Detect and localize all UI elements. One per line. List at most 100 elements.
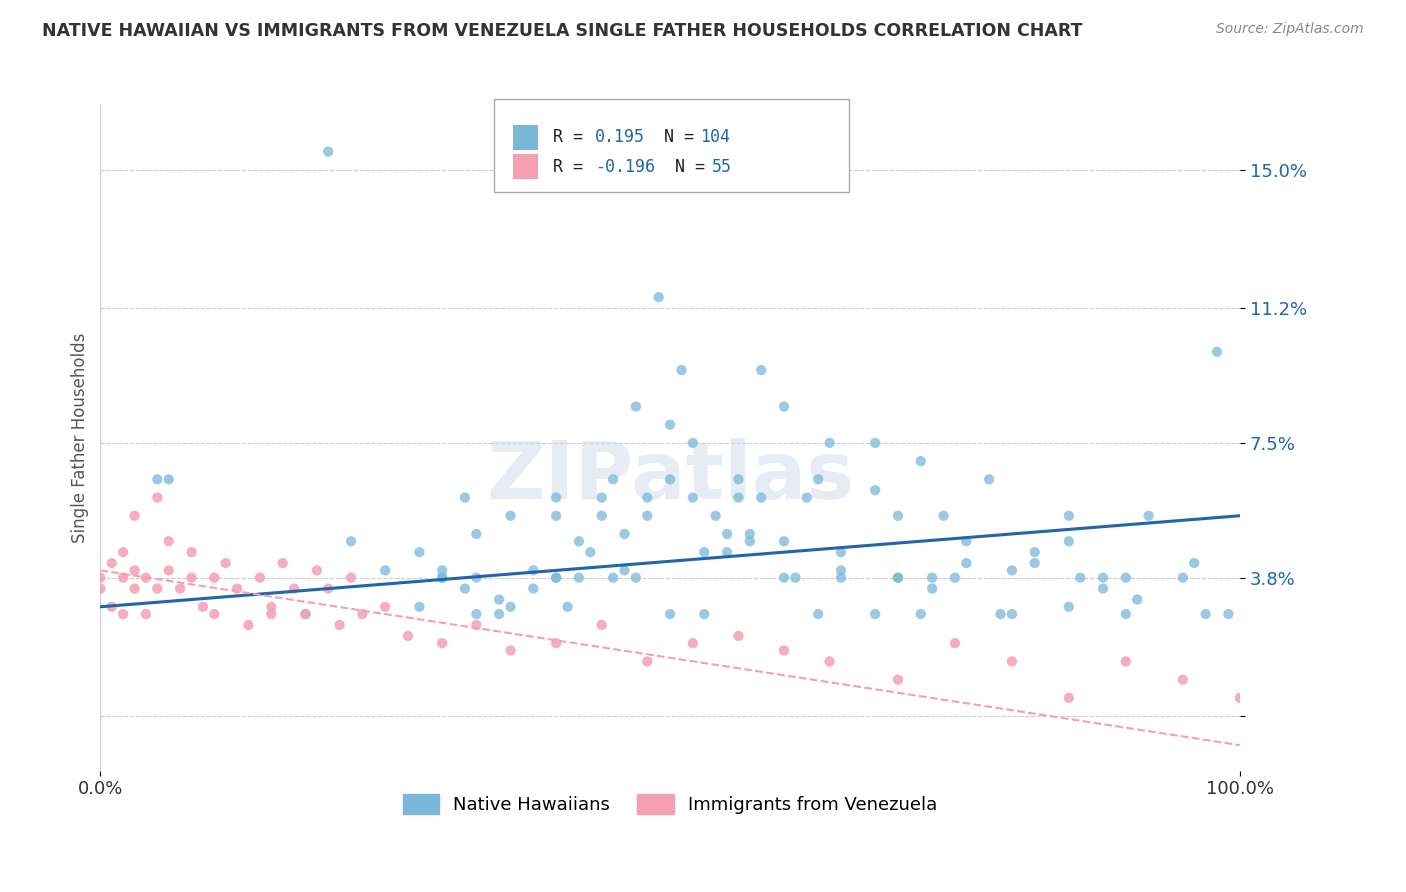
Point <box>863 607 886 621</box>
Point <box>202 571 225 585</box>
Point <box>396 629 419 643</box>
Point <box>546 571 568 585</box>
Point <box>943 636 966 650</box>
Point <box>1194 607 1216 621</box>
Point <box>522 582 544 596</box>
Point <box>546 508 568 523</box>
Text: R =: R = <box>553 128 592 146</box>
Point <box>773 534 796 549</box>
Point <box>818 436 841 450</box>
Point <box>693 545 716 559</box>
Point <box>352 607 374 621</box>
Point <box>1057 534 1080 549</box>
Point <box>1171 571 1194 585</box>
Point <box>818 655 841 669</box>
Point <box>910 607 932 621</box>
Point <box>124 508 146 523</box>
Point <box>887 673 910 687</box>
Point <box>191 599 214 614</box>
Point <box>1115 655 1137 669</box>
Point <box>568 571 591 585</box>
Point <box>591 491 613 505</box>
Point <box>294 607 316 621</box>
Point <box>430 636 453 650</box>
Point <box>546 491 568 505</box>
Point <box>340 534 363 549</box>
Point <box>112 607 135 621</box>
Point <box>727 491 749 505</box>
Point <box>238 618 260 632</box>
Point <box>430 563 453 577</box>
Point <box>943 571 966 585</box>
Point <box>932 508 955 523</box>
Point <box>921 571 943 585</box>
Point <box>557 599 579 614</box>
Text: 104: 104 <box>700 128 730 146</box>
Point <box>100 556 122 570</box>
Point <box>408 599 430 614</box>
Point <box>430 571 453 585</box>
Text: N =: N = <box>644 128 704 146</box>
Point <box>180 545 202 559</box>
Point <box>146 582 169 596</box>
Point <box>671 363 693 377</box>
Point <box>135 571 157 585</box>
Point <box>329 618 352 632</box>
Point <box>749 363 772 377</box>
Point <box>727 472 749 486</box>
Point <box>465 618 488 632</box>
Point <box>465 607 488 621</box>
Point <box>305 563 328 577</box>
Point <box>921 582 943 596</box>
Point <box>1069 571 1091 585</box>
Point <box>955 556 977 570</box>
Point <box>727 629 749 643</box>
Point <box>112 545 135 559</box>
Point <box>613 563 636 577</box>
Point <box>682 491 704 505</box>
Text: NATIVE HAWAIIAN VS IMMIGRANTS FROM VENEZUELA SINGLE FATHER HOUSEHOLDS CORRELATIO: NATIVE HAWAIIAN VS IMMIGRANTS FROM VENEZ… <box>42 22 1083 40</box>
Point <box>863 483 886 498</box>
Point <box>157 534 180 549</box>
Point <box>488 607 510 621</box>
Point <box>499 508 522 523</box>
Text: 0.195: 0.195 <box>595 128 645 146</box>
Point <box>1001 563 1024 577</box>
Point <box>1001 607 1024 621</box>
Text: R =: R = <box>553 158 592 176</box>
Point <box>499 599 522 614</box>
Point <box>546 636 568 650</box>
Point <box>488 592 510 607</box>
Point <box>716 545 738 559</box>
Point <box>773 571 796 585</box>
Point <box>1115 607 1137 621</box>
Point <box>465 571 488 585</box>
Point <box>100 599 122 614</box>
Point <box>135 607 157 621</box>
Text: 55: 55 <box>711 158 731 176</box>
Point <box>591 508 613 523</box>
Point <box>294 607 316 621</box>
Point <box>624 400 647 414</box>
Point <box>454 582 477 596</box>
Point <box>910 454 932 468</box>
Point <box>316 145 339 159</box>
Point <box>546 571 568 585</box>
Point <box>271 556 294 570</box>
Point <box>568 534 591 549</box>
Point <box>887 571 910 585</box>
Point <box>1137 508 1160 523</box>
Point <box>1229 690 1251 705</box>
Point <box>1024 556 1046 570</box>
Point <box>602 571 624 585</box>
Point <box>602 472 624 486</box>
Point <box>1001 655 1024 669</box>
Point <box>1057 599 1080 614</box>
Point <box>1092 582 1115 596</box>
Point <box>773 643 796 657</box>
Point <box>374 599 396 614</box>
Point <box>659 472 682 486</box>
Point <box>202 607 225 621</box>
Point <box>1206 344 1229 359</box>
Point <box>738 527 761 541</box>
